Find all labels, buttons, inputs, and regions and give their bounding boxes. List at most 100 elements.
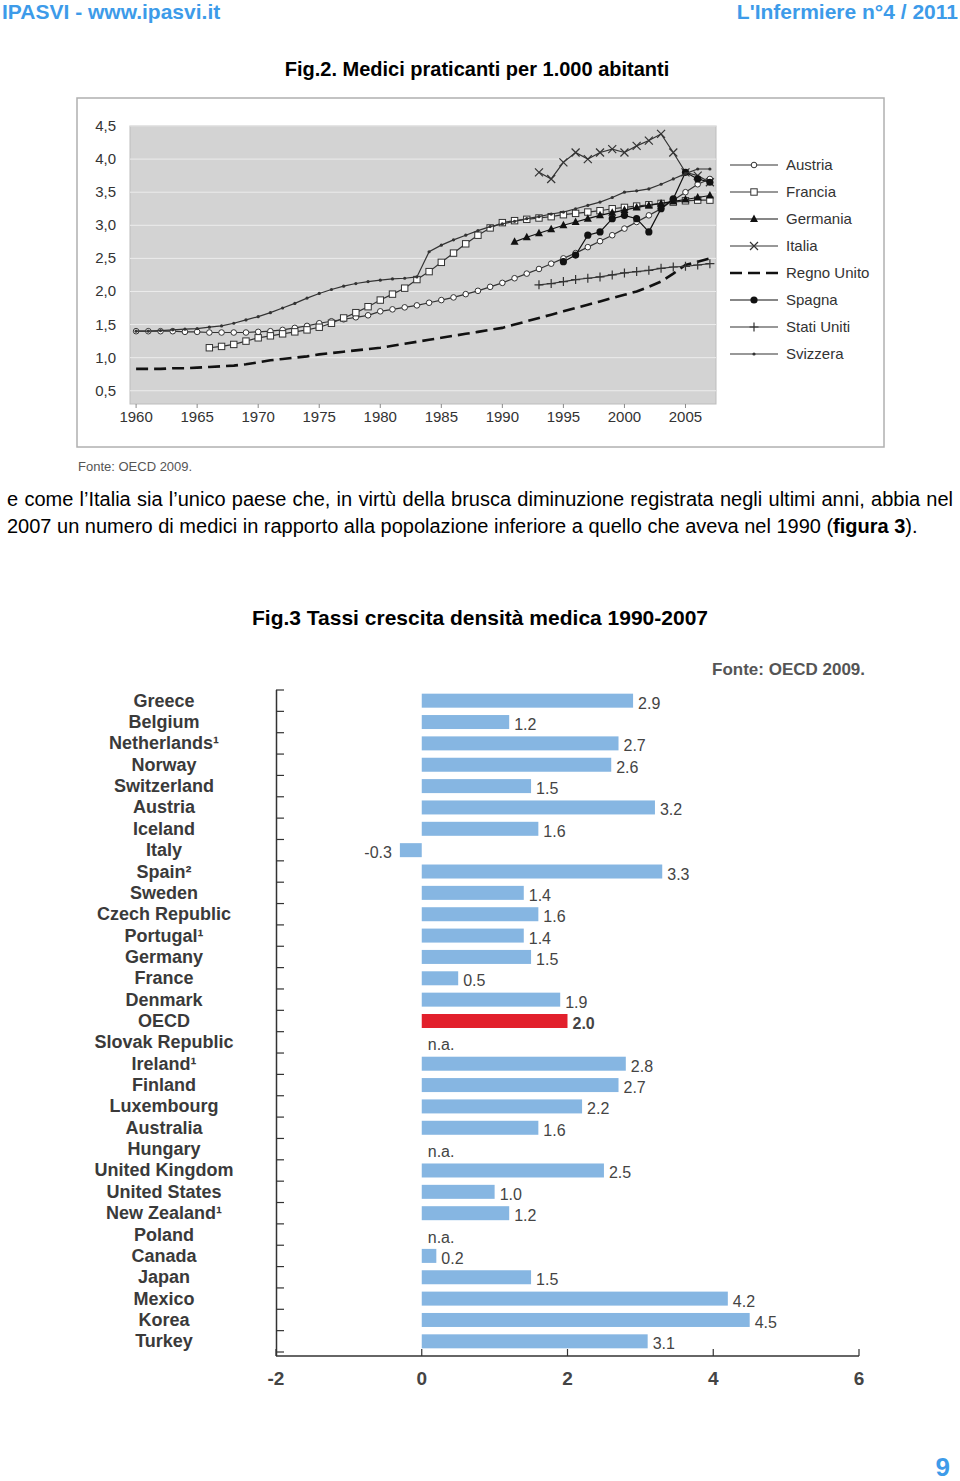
series-marker [231, 330, 237, 336]
series-marker [220, 324, 223, 327]
legend-label: Spagna [786, 291, 838, 308]
bars [400, 694, 750, 1349]
series-marker [208, 326, 211, 329]
category-tick [276, 903, 284, 904]
series-marker [304, 327, 310, 333]
series-marker [585, 244, 591, 250]
category-label: Italy [146, 840, 182, 860]
plot-series [133, 130, 714, 369]
data-label: 3.2 [660, 801, 682, 818]
series-marker [365, 304, 371, 310]
grid-line [130, 291, 716, 292]
category-label: Luxembourg [109, 1096, 218, 1116]
series-marker [696, 167, 699, 170]
data-label: 2.8 [631, 1058, 653, 1075]
series-marker [135, 330, 138, 333]
series-marker [644, 266, 653, 275]
bar [422, 758, 611, 772]
bar [422, 993, 560, 1007]
paragraph: e come l’Italia sia l’unico paese che, i… [7, 486, 953, 540]
series-marker [451, 295, 457, 301]
series-marker [219, 330, 225, 336]
series-marker [597, 238, 603, 244]
x-tick-label: 1965 [180, 408, 213, 425]
series-line [136, 179, 710, 333]
data-label: 1.2 [514, 716, 536, 733]
series-marker [426, 300, 432, 306]
text-run: ). [905, 515, 917, 537]
category-label: Finland [132, 1075, 196, 1095]
x-tick [275, 1349, 276, 1356]
series-marker [206, 345, 212, 351]
category-label: Austria [133, 797, 196, 817]
legend-label: Francia [786, 183, 837, 200]
series-marker [562, 210, 565, 213]
series-marker [428, 250, 431, 253]
bar [422, 1163, 604, 1177]
bar [422, 929, 524, 943]
legend-label: Stati Uniti [786, 318, 850, 335]
series-marker [669, 148, 677, 156]
series-marker [207, 330, 213, 336]
series-marker [489, 225, 492, 228]
data-label: 1.4 [529, 930, 551, 947]
category-tick [276, 1287, 284, 1288]
grid-line [130, 390, 716, 391]
series-marker [365, 313, 371, 319]
category-label: Korea [138, 1310, 190, 1330]
category-tick [276, 1010, 284, 1011]
series-line [209, 200, 710, 348]
category-tick [276, 775, 284, 776]
series-marker [305, 296, 308, 299]
bar [422, 694, 633, 708]
category-tick [276, 818, 284, 819]
series-marker [584, 155, 592, 163]
category-tick [276, 753, 284, 754]
category-label: Belgium [128, 712, 199, 732]
series-marker [657, 205, 664, 212]
grid-line [130, 126, 716, 127]
category-tick [276, 1074, 284, 1075]
series-marker [171, 328, 174, 331]
series-marker [255, 329, 261, 335]
category-label: Iceland [133, 819, 195, 839]
y-tick-label: 2,0 [95, 282, 116, 299]
series-marker [705, 259, 714, 268]
series-marker [708, 167, 711, 170]
bar [422, 865, 662, 879]
category-tick [276, 689, 284, 690]
series-marker [611, 196, 614, 199]
legend-label: Germania [786, 210, 853, 227]
category-axis [276, 690, 278, 1356]
series-marker [536, 266, 542, 272]
series-marker [635, 189, 638, 192]
series-marker [633, 215, 640, 222]
data-label: n.a. [428, 1143, 455, 1160]
series-marker [620, 148, 628, 156]
series-marker [574, 207, 577, 210]
chart-frame [77, 98, 884, 447]
bar [422, 1014, 568, 1028]
series-marker [621, 212, 628, 219]
series-marker [596, 228, 603, 235]
series-marker [390, 307, 396, 313]
series-marker [572, 148, 580, 156]
series-marker [620, 268, 629, 277]
series-marker [281, 306, 284, 309]
text-run: figura 3 [833, 515, 905, 537]
category-tick [276, 1116, 284, 1117]
series-marker [523, 233, 531, 241]
data-label: n.a. [428, 1229, 455, 1246]
x-tick [858, 1349, 859, 1356]
bar [422, 1249, 437, 1263]
data-label: 1.2 [514, 1207, 536, 1224]
series-marker [366, 280, 369, 283]
series-marker [342, 285, 345, 288]
series-marker [525, 217, 528, 220]
series-marker [243, 338, 249, 344]
series-marker [547, 175, 555, 183]
series-marker [292, 329, 298, 335]
category-tick [276, 1351, 284, 1352]
x-tick-label: 0 [416, 1368, 427, 1389]
series-marker [487, 284, 493, 290]
